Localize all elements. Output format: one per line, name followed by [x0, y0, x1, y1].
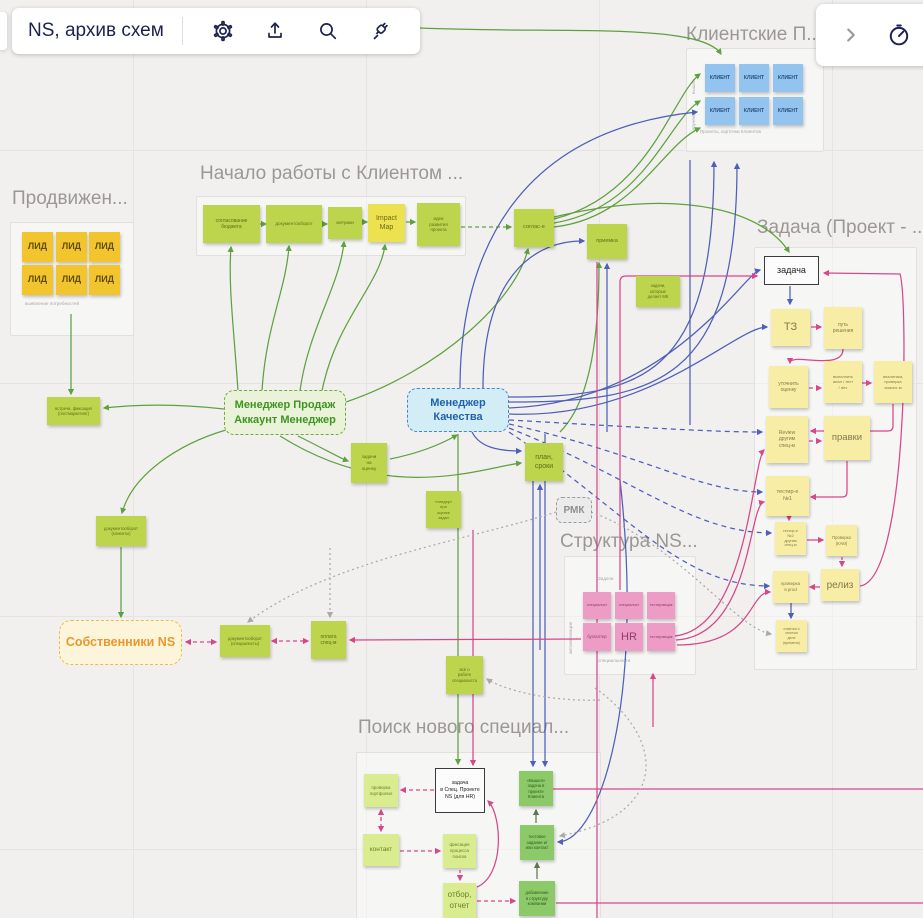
top-right-panel [816, 4, 923, 66]
sticky-accountant[interactable]: бухгалтер [583, 623, 611, 651]
sticky-impact-map[interactable]: Impact Map [368, 204, 405, 242]
section-title-specialist-search: Поиск нового специал... [358, 717, 570, 738]
board-title: NS, архив схем [28, 20, 164, 41]
sticky-hr[interactable]: HR [615, 623, 643, 651]
sticky-specialist-1[interactable]: специалист [583, 592, 611, 619]
sticky-client-2[interactable]: КЛИЕНТ [739, 64, 769, 92]
sticky-tz[interactable]: ТЗ [771, 309, 810, 346]
sticky-client-1[interactable]: КЛИЕНТ [705, 64, 735, 92]
structure-caption-top: Задачи [598, 576, 614, 581]
sticky-client-5[interactable]: КЛИЕНТ [739, 97, 769, 125]
sticky-test-1[interactable]: тестир-е №1 [766, 476, 809, 516]
box-sales-manager[interactable]: Менеджер Продаж Аккаунт Менеджер [224, 390, 346, 435]
sticky-all-about-specialist[interactable]: всё о работе специалиста [446, 656, 483, 694]
sticky-review[interactable]: Review другим спец-м [766, 416, 808, 463]
section-title-client-start: Начало работы с Клиентом ... [200, 163, 464, 184]
sticky-plan-terms[interactable]: план, сроки [525, 443, 563, 481]
background-card-sliver [0, 12, 7, 50]
toolbar-divider [181, 17, 183, 45]
board-toolbar: NS, архив схем [12, 8, 420, 54]
sticky-check-kam[interactable]: Проверка (КАМ) [826, 525, 857, 556]
sticky-solution-path[interactable]: путь решения [824, 307, 862, 349]
sticky-client-3[interactable]: КЛИЕНТ [773, 64, 803, 92]
sticky-payment[interactable]: оплата спец-м [311, 621, 346, 659]
clients-caption: Проекты, карточки Клиентов [700, 129, 761, 134]
section-title-task-project: Задача (Проект - ... [757, 217, 923, 238]
box-task-hr[interactable]: задача в Спец. Проекте NS (для HR) [435, 768, 485, 813]
sticky-tester-2[interactable]: тестировщик [647, 623, 675, 651]
sticky-test-task[interactable]: тестовое задание и/ или контакт [520, 825, 554, 860]
sticky-specialist-2[interactable]: специалист [615, 592, 643, 619]
sticky-tester-1[interactable]: тестировщик [647, 592, 675, 619]
sticky-release[interactable]: релиз [821, 569, 859, 601]
upload-icon[interactable] [262, 18, 288, 44]
sticky-tasks-estimate[interactable]: задачи на оценку [351, 443, 387, 483]
sticky-lead-5[interactable]: ЛИД [56, 265, 87, 295]
settings-icon[interactable] [210, 18, 236, 44]
section-title-clients: Клиентские П... [686, 24, 823, 45]
promotion-caption: выявление потребностей [25, 301, 80, 306]
structure-caption-bottom: специальности [598, 658, 631, 663]
sticky-contact[interactable]: контакт [363, 834, 399, 866]
sticky-agreement[interactable]: соглас-е [514, 209, 554, 247]
sticky-docflow-specialists[interactable]: документооборот (специалисты) [220, 625, 270, 657]
sticky-lead-1[interactable]: ЛИД [22, 232, 53, 262]
sticky-budget-approval[interactable]: согласование бюджета [203, 205, 260, 243]
sticky-check-prod[interactable]: проверка в prod [773, 571, 808, 603]
sticky-tinder[interactable]: «тиндер» при оценке задач [426, 491, 461, 528]
sticky-metrics[interactable]: метрики [328, 207, 362, 239]
sticky-client-6[interactable]: КЛИЕНТ [773, 97, 803, 125]
box-rmk[interactable]: РМК [556, 497, 592, 523]
sticky-add-structure[interactable]: добавление в структуру компании [519, 881, 555, 916]
sticky-analytics-check[interactable]: аналитика, проверка аналит-м [874, 361, 912, 403]
sticky-portfolio-check[interactable]: проверка портфолио [364, 774, 398, 807]
sticky-refine-estimate[interactable]: уточнить оценку [769, 366, 808, 408]
sticky-docflow[interactable]: документооборот [266, 205, 322, 243]
timer-icon[interactable] [886, 22, 912, 48]
sticky-mk-tasks[interactable]: задачи, которые делает МК [636, 276, 680, 307]
sticky-lead-2[interactable]: ЛИД [56, 232, 87, 262]
box-quality-manager[interactable]: Менеджер Качества [407, 388, 509, 432]
sticky-entered-project[interactable]: «Вышел» задача в проекте Клиента [519, 771, 553, 806]
chevron-right-icon[interactable] [838, 22, 864, 48]
sticky-search-fixation[interactable]: фиксация процесса поиска [443, 834, 476, 868]
section-title-ns-structure: Структура NS... [560, 531, 698, 552]
sticky-do-work[interactable]: выполнить анал / тест / dev [824, 361, 862, 403]
sticky-test-2[interactable]: тестир-е №2 другим спец-м [775, 522, 806, 555]
sticky-project-ideas[interactable]: идеи развития проекта [417, 203, 460, 246]
sticky-acceptance[interactable]: приемка [587, 224, 627, 259]
sticky-client-4[interactable]: КЛИЕНТ [705, 97, 735, 125]
sticky-edits[interactable]: правки [824, 416, 870, 460]
sticky-lead-6[interactable]: ЛИД [89, 265, 120, 295]
search-icon[interactable] [315, 18, 341, 44]
sticky-docflow-clients[interactable]: документооборот (клиенты) [96, 516, 146, 546]
box-task[interactable]: задача [764, 256, 819, 285]
sticky-meetings[interactable]: встречи, фиксация (постмаркетинг) [47, 397, 100, 425]
section-title-promotion: Продвижен... [12, 188, 128, 209]
sticky-selection-report[interactable]: отбор, отчет [443, 883, 476, 918]
sticky-lead-3[interactable]: ЛИД [89, 232, 120, 262]
plug-icon[interactable] [367, 18, 393, 44]
box-owners[interactable]: Собственники NS [59, 620, 182, 665]
sticky-time-note[interactable]: отметка о личном деле (времени) [776, 620, 807, 652]
sticky-lead-4[interactable]: ЛИД [22, 265, 53, 295]
